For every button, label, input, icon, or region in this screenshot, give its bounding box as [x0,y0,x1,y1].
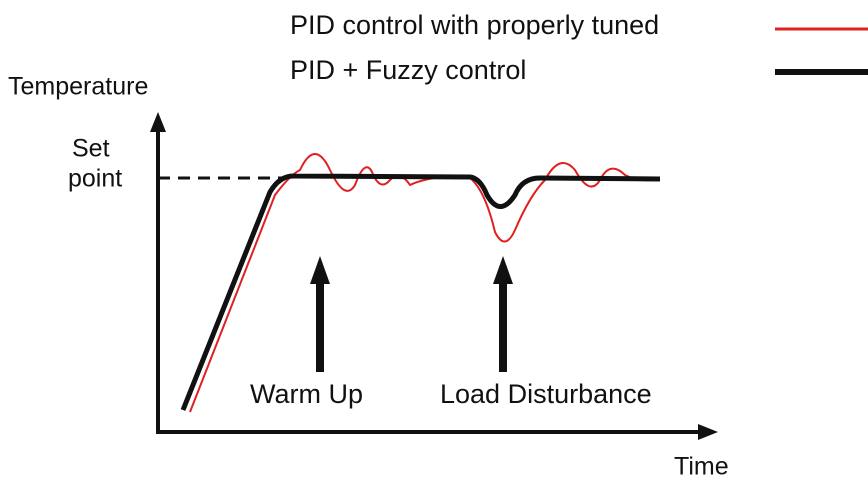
y-axis-label: Temperature [8,73,148,101]
y-axis-arrow [150,112,166,132]
x-axis-label: Time [674,453,729,481]
fuzzy-curve [180,173,661,411]
x-axis-arrow [698,424,718,440]
set-point-label: Set [72,135,110,163]
legend-label: PID control with properly tuned [290,10,659,40]
set-point-label: point [68,165,122,193]
annotation: Load Disturbance [440,379,652,409]
pid-curve [189,153,661,413]
disturbance-arrow-head [493,256,513,284]
annotation: Warm Up [250,379,363,409]
legend-label: PID + Fuzzy control [290,55,526,85]
warm-up-arrow-head [310,256,330,284]
